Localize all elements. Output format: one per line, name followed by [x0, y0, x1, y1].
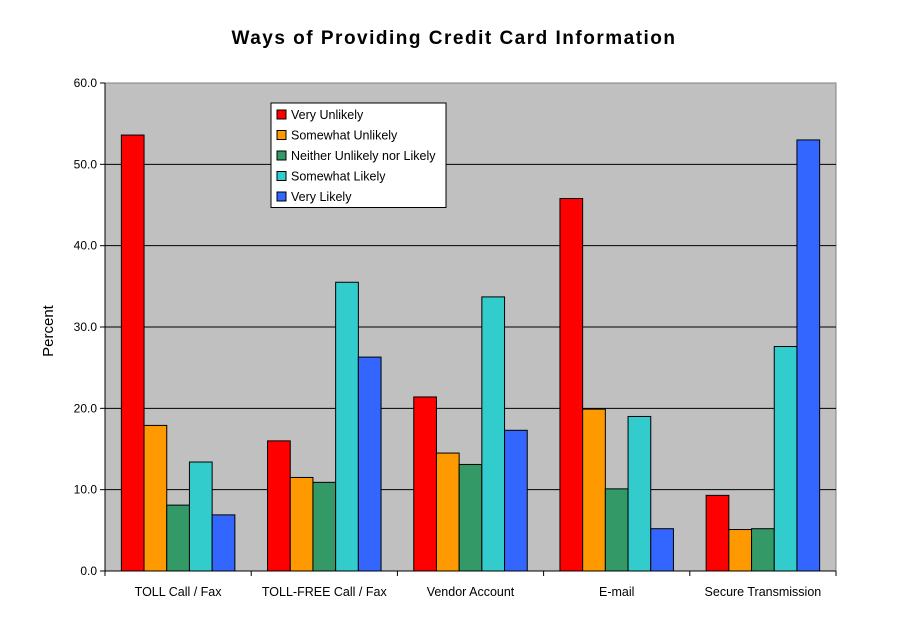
bars-group: [120, 134, 821, 572]
bar: [188, 461, 213, 572]
bar: [312, 481, 337, 572]
bar: [773, 346, 798, 572]
bar: [627, 415, 652, 572]
bar: [413, 396, 437, 572]
x-tick-label: TOLL Call / Fax: [135, 585, 223, 599]
bar: [267, 440, 291, 572]
y-tick-label: 40.0: [74, 239, 98, 253]
x-tick-label: Secure Transmission: [705, 585, 822, 599]
x-tick-label: Vendor Account: [427, 585, 515, 599]
bar: [650, 528, 674, 572]
y-tick-label: 0.0: [80, 564, 97, 578]
bar: [604, 488, 629, 572]
bar: [166, 504, 190, 572]
x-tick-label: E-mail: [599, 585, 634, 599]
legend-swatch: [276, 130, 287, 140]
bar: [705, 494, 730, 572]
bar: [559, 197, 584, 572]
axes-group: 0.0 10.0 20.0 30.0 40.0 50.0 60.0 TOLL Call / F…: [74, 76, 837, 599]
bar: [357, 356, 382, 572]
legend-swatch: [276, 191, 287, 202]
legend-swatch: [276, 150, 287, 161]
y-tick-label: 50.0: [74, 157, 98, 171]
legend-box: [270, 102, 447, 208]
bar: [335, 281, 359, 572]
legend-swatch: [276, 109, 287, 120]
y-tick-label: 20.0: [74, 401, 98, 415]
legend-label: Very Likely: [291, 190, 352, 204]
gridlines: [105, 163, 836, 491]
bar: [289, 476, 314, 572]
chart-title: Ways of Providing Credit Card Informatio…: [231, 28, 676, 49]
legend-label: Somewhat Likely: [291, 170, 386, 184]
y-tick-label: 30.0: [74, 320, 98, 334]
legend-label: Somewhat Unlikely: [291, 129, 398, 143]
bar: [751, 528, 775, 572]
y-tick-label: 10.0: [74, 483, 98, 497]
bar: [435, 452, 460, 572]
legend-label: Neither Unlikely nor Likely: [291, 149, 436, 163]
bar: [481, 296, 506, 572]
bar: [458, 463, 483, 572]
bar: [120, 134, 145, 572]
x-tick-label: TOLL-FREE Call / Fax: [262, 585, 388, 599]
y-tick-label: 60.0: [74, 76, 98, 90]
legend-label: Very Unlikely: [291, 108, 364, 122]
legend: Very Unlikely Somewhat Unlikely Neither Un…: [270, 102, 447, 208]
legend-swatch: [276, 171, 287, 181]
y-axis-label: Percent: [40, 304, 57, 357]
bar: [211, 514, 236, 572]
bar: [582, 408, 606, 572]
bar: [504, 429, 528, 572]
bar: [728, 529, 753, 572]
bar: [796, 139, 821, 572]
bar: [143, 424, 168, 572]
